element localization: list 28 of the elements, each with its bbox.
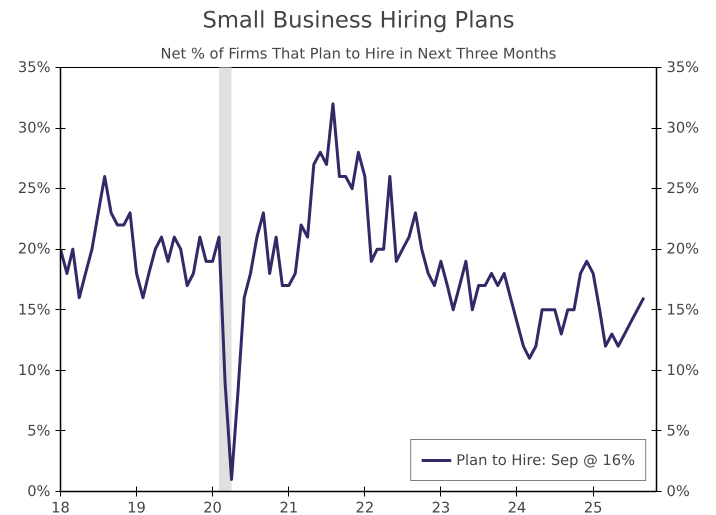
x-tick-label: 25 [584,500,603,515]
x-tick-label: 22 [356,500,374,515]
x-tick-label: 24 [508,500,526,515]
x-tick-label: 19 [127,500,146,515]
y-tick-label: 30% [18,120,51,137]
y2-tick-label: 15% [666,301,700,318]
x-tick-label: 23 [432,500,450,515]
x-tick-label: 21 [279,500,298,515]
y2-tick-label: 25% [666,180,700,198]
y2-tick-label: 10% [666,362,700,379]
y2-tick-label: 5% [666,422,690,440]
y-tick-label: 15% [18,301,51,318]
y-tick-label: 20% [18,240,51,258]
y2-tick-label: 0% [666,483,690,500]
y-tick-label: 35% [18,59,51,76]
y-tick-label: 10% [18,362,51,379]
x-tick-label: 20 [203,500,222,515]
y2-tick-label: 20% [666,240,700,258]
legend-label: Plan to Hire: Sep @ 16% [456,452,635,468]
y-tick-label: 5% [27,422,51,440]
line-series [60,102,646,481]
chart-title: Small Business Hiring Plans [202,8,515,34]
x-tick-label: 18 [51,500,70,515]
y2-tick-label: 35% [666,59,700,76]
chart-subtitle: Net % of Firms That Plan to Hire in Next Three Months [160,46,556,62]
y2-tick-label: 30% [666,120,700,137]
y-tick-label: 25% [18,180,51,198]
y-tick-label: 0% [27,483,51,500]
